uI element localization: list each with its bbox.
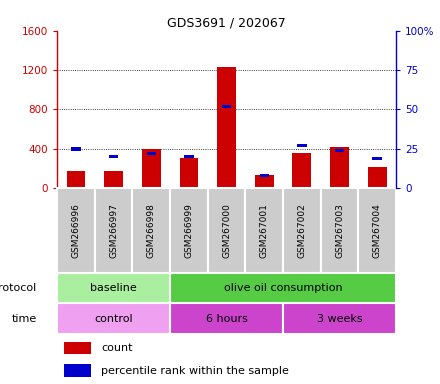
FancyBboxPatch shape <box>57 273 170 303</box>
FancyBboxPatch shape <box>57 188 95 273</box>
Text: olive oil consumption: olive oil consumption <box>224 283 342 293</box>
FancyBboxPatch shape <box>246 188 283 273</box>
Bar <box>64 364 91 376</box>
Bar <box>222 104 231 108</box>
Text: time: time <box>11 314 37 324</box>
Bar <box>297 144 307 147</box>
Text: 6 hours: 6 hours <box>205 314 248 324</box>
FancyBboxPatch shape <box>321 188 358 273</box>
FancyBboxPatch shape <box>132 188 170 273</box>
Bar <box>109 155 118 158</box>
Bar <box>147 152 156 155</box>
FancyBboxPatch shape <box>57 303 170 334</box>
Text: GSM266999: GSM266999 <box>184 203 194 258</box>
Bar <box>142 149 161 188</box>
FancyBboxPatch shape <box>208 188 246 273</box>
FancyBboxPatch shape <box>358 188 396 273</box>
Text: protocol: protocol <box>0 283 37 293</box>
Bar <box>217 67 236 188</box>
Bar <box>255 175 274 188</box>
Text: percentile rank within the sample: percentile rank within the sample <box>101 366 289 376</box>
Bar <box>330 147 349 188</box>
FancyBboxPatch shape <box>170 273 396 303</box>
Bar <box>335 149 344 152</box>
Text: 3 weeks: 3 weeks <box>317 314 363 324</box>
Text: control: control <box>94 314 133 324</box>
FancyBboxPatch shape <box>283 188 321 273</box>
Text: GSM267002: GSM267002 <box>297 203 306 258</box>
Text: GSM266996: GSM266996 <box>72 203 81 258</box>
FancyBboxPatch shape <box>95 188 132 273</box>
Bar <box>104 171 123 188</box>
Bar <box>293 153 312 188</box>
FancyBboxPatch shape <box>170 303 283 334</box>
Text: GSM266997: GSM266997 <box>109 203 118 258</box>
Bar <box>66 171 85 188</box>
FancyBboxPatch shape <box>283 303 396 334</box>
Text: GSM267003: GSM267003 <box>335 203 344 258</box>
Bar <box>180 158 198 188</box>
Text: baseline: baseline <box>90 283 137 293</box>
Bar <box>71 147 81 151</box>
Text: count: count <box>101 343 133 353</box>
Text: GSM266998: GSM266998 <box>147 203 156 258</box>
Title: GDS3691 / 202067: GDS3691 / 202067 <box>167 17 286 30</box>
FancyBboxPatch shape <box>170 188 208 273</box>
Text: GSM267000: GSM267000 <box>222 203 231 258</box>
Bar <box>184 155 194 158</box>
Text: GSM267004: GSM267004 <box>373 203 381 258</box>
Text: GSM267001: GSM267001 <box>260 203 269 258</box>
Bar <box>368 167 387 188</box>
Bar <box>373 157 382 160</box>
Bar <box>260 174 269 177</box>
Bar <box>64 342 91 354</box>
